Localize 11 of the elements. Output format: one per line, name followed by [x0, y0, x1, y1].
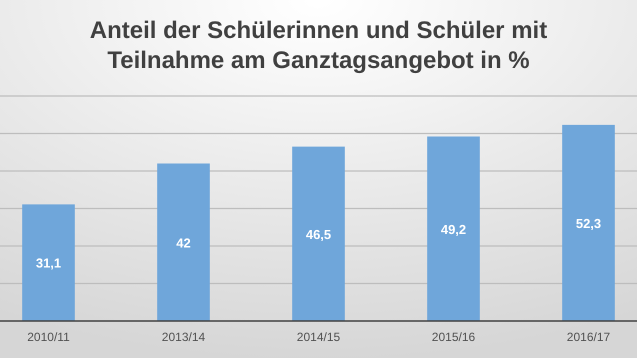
x-tick-label: 2010/11 — [27, 330, 70, 344]
x-tick-label: 2013/14 — [162, 330, 206, 344]
data-label: 46,5 — [306, 226, 332, 242]
data-label: 49,2 — [440, 222, 466, 237]
data-label: 31,1 — [36, 256, 62, 271]
data-label: 52,3 — [576, 216, 602, 231]
data-label: 42 — [176, 235, 191, 250]
x-tick-label: 2014/15 — [296, 330, 341, 344]
x-tick-label: 2015/16 — [432, 330, 476, 344]
x-tick-label: 2016/17 — [566, 330, 611, 344]
chart-title: Anteil der Schülerinnen und Schüler mit Teilnahme am Ganztagsangebot in % — [90, 17, 548, 74]
